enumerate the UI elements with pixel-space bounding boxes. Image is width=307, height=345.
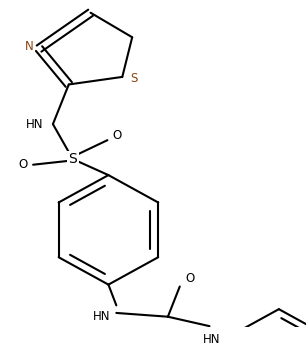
Text: HN: HN	[26, 118, 44, 131]
Text: O: O	[18, 158, 28, 171]
Text: N: N	[25, 40, 33, 53]
Text: O: O	[185, 273, 194, 285]
Text: S: S	[68, 152, 77, 166]
Text: O: O	[113, 129, 122, 142]
Text: HN: HN	[93, 310, 110, 323]
Text: S: S	[130, 72, 138, 85]
Text: HN: HN	[203, 333, 220, 345]
